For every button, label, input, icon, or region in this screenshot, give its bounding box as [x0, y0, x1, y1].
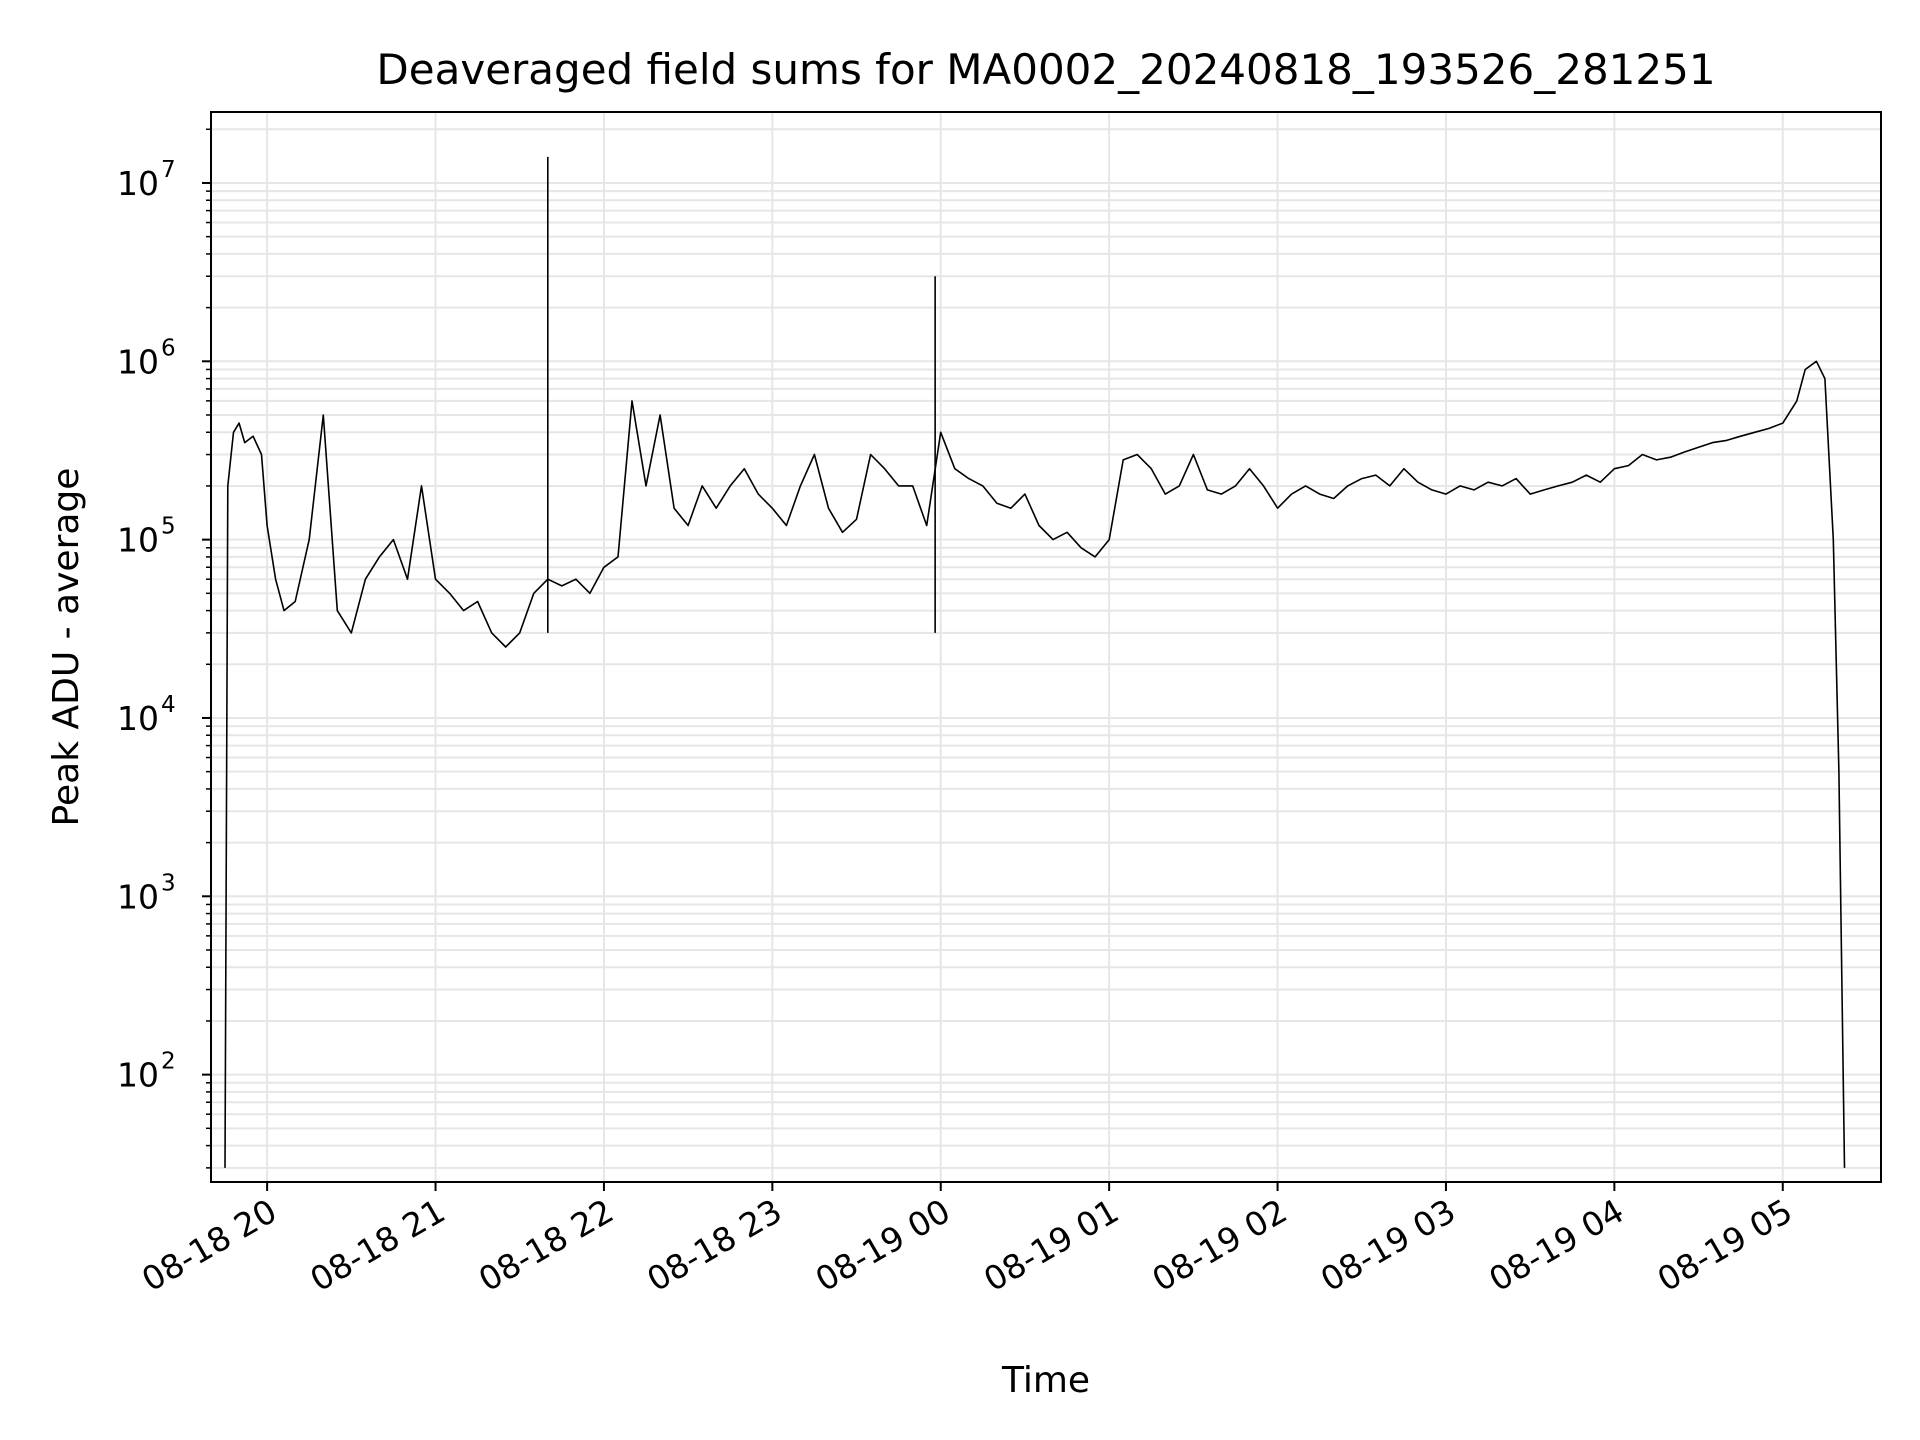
series-layer [224, 156, 1846, 1168]
y-tick-label: 10 [117, 342, 159, 381]
y-tick-label-exponent: 2 [161, 1049, 176, 1075]
y-tick-label-exponent: 6 [161, 335, 176, 361]
y-tick-label: 10 [117, 521, 159, 560]
plot-frame [210, 111, 1882, 1183]
y-tick-label-exponent: 4 [161, 692, 176, 718]
chart-title: Deaveraged field sums for MA0002_2024081… [376, 45, 1715, 94]
series-line [224, 360, 1846, 1168]
y-tick-label: 10 [117, 877, 159, 916]
y-tick-label-exponent: 3 [161, 870, 176, 896]
x-axis-label: Time [1001, 1360, 1090, 1401]
y-tick-label-exponent: 5 [161, 514, 176, 540]
y-tick-label: 10 [117, 164, 159, 203]
grid-layer [211, 112, 1881, 1182]
y-tick-label-exponent: 7 [161, 157, 176, 183]
y-axis-label: Peak ADU - average [46, 468, 87, 827]
y-tick-label: 10 [117, 699, 159, 738]
y-tick-label: 10 [117, 1056, 159, 1095]
